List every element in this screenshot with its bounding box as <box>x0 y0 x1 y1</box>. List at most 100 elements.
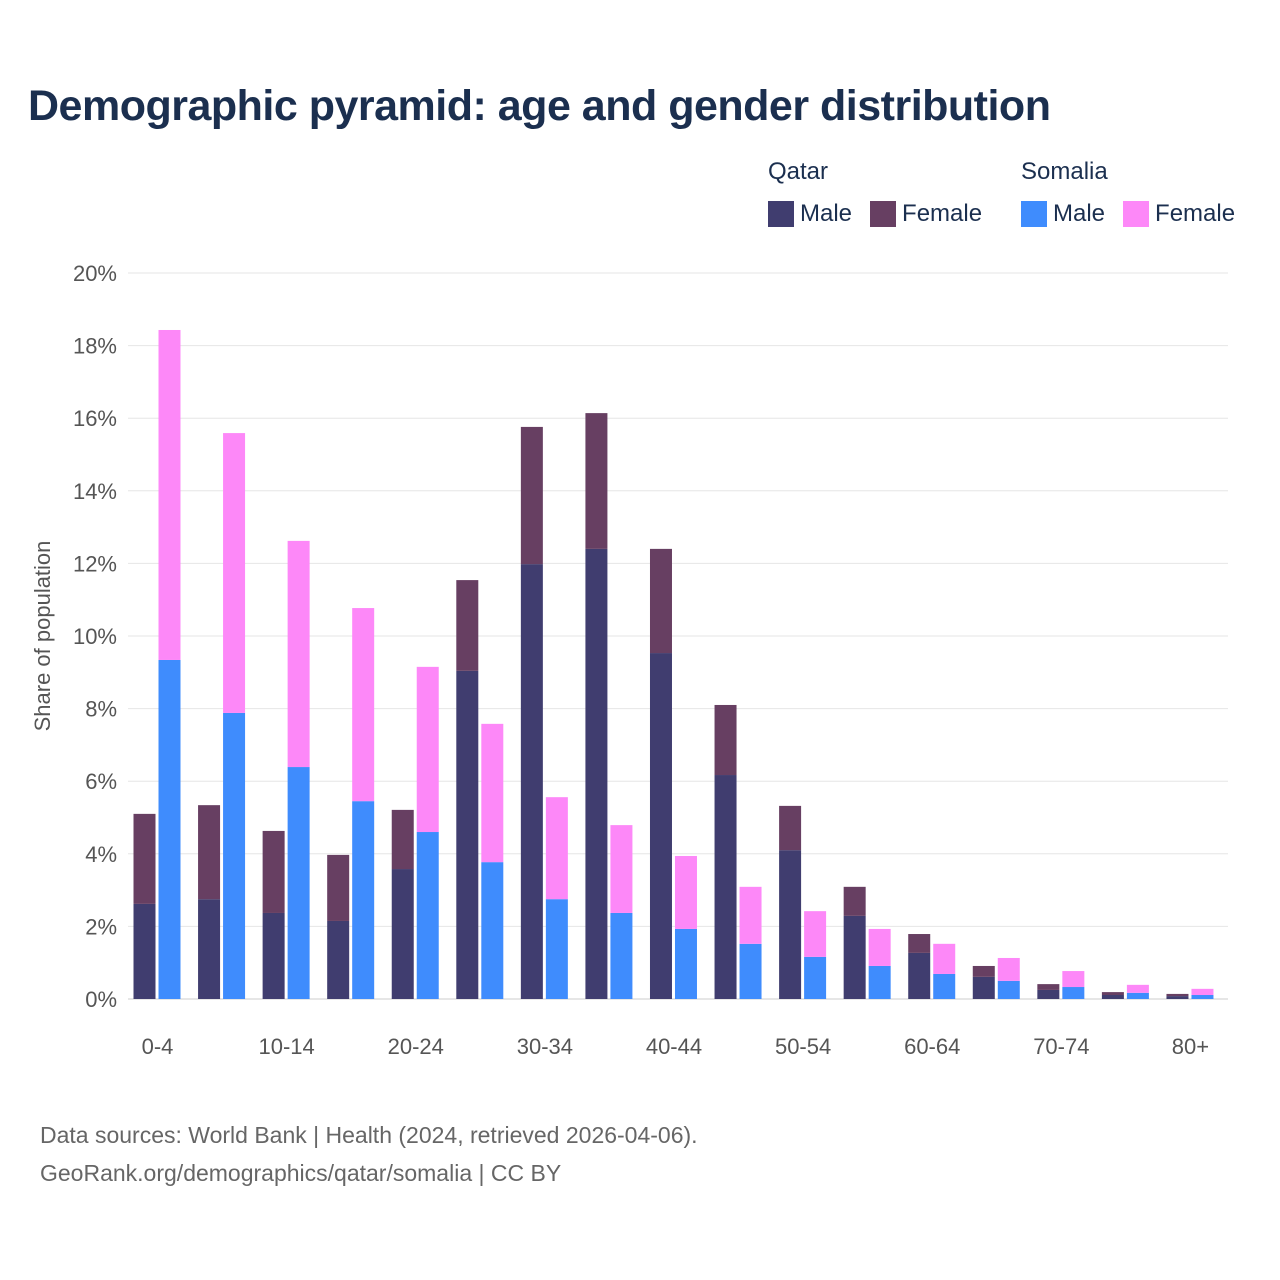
bar-qatar-female-5-9 <box>198 805 221 900</box>
bar-somalia-female-45-49 <box>739 886 762 944</box>
bar-somalia-male-35-39 <box>610 912 633 999</box>
y-tick-label: 4% <box>85 842 117 867</box>
bar-somalia-male-20-24 <box>416 832 439 999</box>
bar-somalia-female-30-34 <box>545 797 568 900</box>
bar-qatar-female-30-34 <box>520 426 543 565</box>
legend-qatar: Qatar Male Female <box>768 158 982 228</box>
bar-somalia-male-10-14 <box>287 767 310 999</box>
bar-qatar-female-40-44 <box>649 548 672 654</box>
bar-somalia-female-60-64 <box>933 943 956 974</box>
bar-qatar-female-75-79 <box>1101 992 1124 996</box>
bar-somalia-male-55-59 <box>868 965 891 999</box>
bar-somalia-female-75-79 <box>1126 984 1149 993</box>
bar-somalia-female-70-74 <box>1062 971 1085 988</box>
bar-somalia-female-55-59 <box>868 928 891 966</box>
x-tick-label: 10-14 <box>258 1034 314 1059</box>
y-axis-label: Share of population <box>30 541 55 732</box>
bar-somalia-female-0-4 <box>158 329 181 660</box>
y-tick-label: 18% <box>73 334 117 359</box>
bar-qatar-male-45-49 <box>714 775 737 999</box>
y-tick-label: 12% <box>73 551 117 576</box>
bar-somalia-male-50-54 <box>804 956 827 999</box>
bar-somalia-male-5-9 <box>223 712 246 999</box>
y-tick-label: 2% <box>85 914 117 939</box>
bar-qatar-male-50-54 <box>779 850 802 999</box>
bar-somalia-male-80+ <box>1191 995 1214 999</box>
y-tick-label: 8% <box>85 697 117 722</box>
legend-swatch <box>1123 201 1150 227</box>
bar-qatar-female-55-59 <box>843 886 866 916</box>
x-tick-label: 60-64 <box>904 1034 960 1059</box>
bar-somalia-male-65-69 <box>997 980 1020 999</box>
source-line: Data sources: World Bank | Health (2024,… <box>40 1122 698 1148</box>
bar-somalia-male-60-64 <box>933 973 956 999</box>
bar-somalia-male-25-29 <box>481 862 504 999</box>
bar-somalia-female-10-14 <box>287 540 310 768</box>
legend-swatch <box>768 201 794 227</box>
y-tick-label: 0% <box>85 987 117 1012</box>
bar-somalia-female-20-24 <box>416 666 439 833</box>
attribution-line: GeoRank.org/demographics/qatar/somalia |… <box>40 1160 562 1186</box>
x-tick-label: 30-34 <box>517 1034 573 1059</box>
legend-item-somalia-male: Male <box>1021 200 1105 228</box>
bar-qatar-male-70-74 <box>1037 989 1060 999</box>
bar-qatar-female-15-19 <box>327 854 350 921</box>
legend-label: Female <box>902 200 983 227</box>
x-tick-label: 0-4 <box>142 1034 174 1059</box>
bar-somalia-female-40-44 <box>674 855 697 929</box>
bar-qatar-male-80+ <box>1166 996 1189 999</box>
legend-label: Male <box>1053 200 1106 227</box>
bar-qatar-male-5-9 <box>198 899 221 999</box>
bar-somalia-female-50-54 <box>804 911 827 957</box>
bar-somalia-male-40-44 <box>674 928 697 999</box>
legend-country-label: Somalia <box>1021 158 1108 185</box>
x-tick-label: 80+ <box>1172 1034 1209 1059</box>
bar-somalia-female-80+ <box>1191 988 1214 996</box>
bar-somalia-female-15-19 <box>352 608 375 802</box>
y-tick-label: 10% <box>73 624 117 649</box>
bar-somalia-male-70-74 <box>1062 987 1085 999</box>
bar-qatar-male-10-14 <box>262 912 285 999</box>
x-tick-label: 40-44 <box>646 1034 702 1059</box>
legend-swatch <box>870 201 897 227</box>
bar-qatar-male-55-59 <box>843 915 866 999</box>
bar-somalia-male-75-79 <box>1126 992 1149 999</box>
bar-somalia-female-5-9 <box>223 433 246 713</box>
legend-label: Female <box>1155 200 1236 227</box>
bar-somalia-female-65-69 <box>997 957 1020 981</box>
legend-item-qatar-male: Male <box>768 200 852 228</box>
y-tick-label: 14% <box>73 479 117 504</box>
bar-somalia-female-25-29 <box>481 723 504 863</box>
legend-country-label: Qatar <box>768 158 829 185</box>
y-tick-label: 6% <box>85 769 117 794</box>
bar-qatar-female-0-4 <box>133 813 156 904</box>
bar-qatar-female-20-24 <box>391 809 414 870</box>
bar-qatar-male-20-24 <box>391 869 414 999</box>
footer: Data sources: World Bank | Health (2024,… <box>40 1116 698 1192</box>
bar-qatar-male-75-79 <box>1101 995 1124 999</box>
legend-swatch <box>1021 201 1047 227</box>
bar-qatar-female-70-74 <box>1037 984 1060 990</box>
x-tick-label: 50-54 <box>775 1034 831 1059</box>
bar-qatar-male-15-19 <box>327 920 350 999</box>
bar-qatar-female-65-69 <box>972 965 995 977</box>
legend-label: Male <box>800 200 853 227</box>
legend-somalia: Somalia Male Female <box>1021 158 1235 228</box>
x-tick-label: 20-24 <box>388 1034 444 1059</box>
bar-qatar-male-0-4 <box>133 903 156 999</box>
chart-title: Demographic pyramid: age and gender dist… <box>28 82 1051 130</box>
bar-somalia-male-30-34 <box>545 899 568 999</box>
bar-qatar-female-50-54 <box>779 805 802 851</box>
bar-qatar-male-65-69 <box>972 976 995 999</box>
bar-qatar-female-10-14 <box>262 830 285 913</box>
bar-qatar-male-60-64 <box>908 952 931 999</box>
bar-somalia-male-0-4 <box>158 659 181 999</box>
bar-qatar-female-35-39 <box>585 413 608 549</box>
y-tick-label: 16% <box>73 406 117 431</box>
bar-somalia-male-45-49 <box>739 943 762 999</box>
bar-qatar-male-30-34 <box>520 564 543 999</box>
bar-qatar-male-25-29 <box>456 670 479 999</box>
legend-item-somalia-female: Female <box>1123 200 1235 228</box>
bar-somalia-male-15-19 <box>352 801 375 999</box>
